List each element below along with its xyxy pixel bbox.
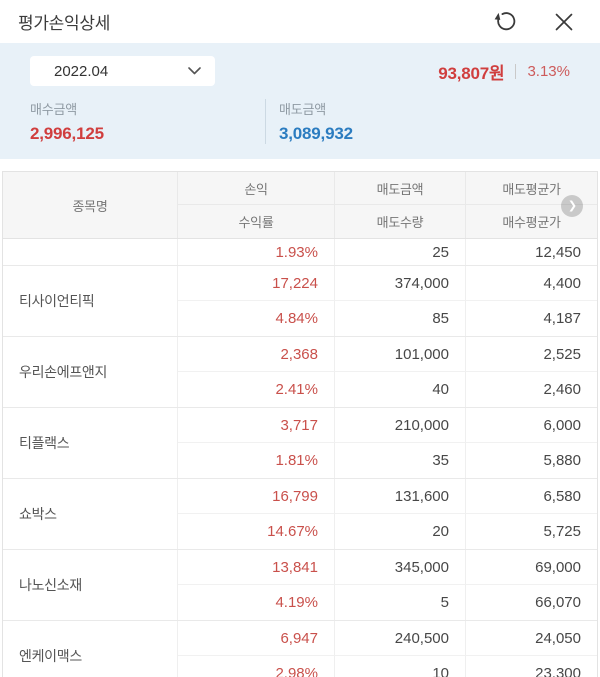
sell-amount-cell: 345,000 bbox=[335, 550, 466, 585]
buy-avg-cell: 2,460 bbox=[543, 381, 581, 398]
col-header-rate: 수익률 bbox=[178, 205, 335, 238]
stock-name: 나노신소재 bbox=[3, 550, 178, 620]
sell-qty-cell: 85 bbox=[335, 301, 466, 336]
sell-amount-cell: 240,500 bbox=[335, 621, 466, 656]
close-icon[interactable] bbox=[550, 8, 578, 36]
table-row: 쇼박스 16,799 131,600 6,580 14.67% 20 5,725 bbox=[3, 478, 597, 549]
rate-cell: 14.67% bbox=[178, 514, 335, 549]
buy-amount-label: 매수금액 bbox=[30, 102, 78, 117]
rate-cell: 4.84% bbox=[178, 301, 335, 336]
page-title: 평가손익상세 bbox=[18, 14, 111, 33]
table-row: 엔케이맥스 6,947 240,500 24,050 2.98% 10 23,3… bbox=[3, 620, 597, 677]
refresh-icon[interactable] bbox=[490, 8, 518, 36]
stock-name: 쇼박스 bbox=[3, 479, 178, 549]
period-select[interactable]: 2022.04 bbox=[30, 56, 215, 86]
rate-cell: 2.41% bbox=[178, 372, 335, 407]
table-body: 1.93% 25 12,450 티사이언티픽 17,224 374,000 4,… bbox=[3, 239, 597, 677]
col-header-buy-avg: 매수평균가 bbox=[502, 215, 561, 230]
sell-amount-cell: 210,000 bbox=[335, 408, 466, 443]
profit-cell: 3,717 bbox=[178, 408, 335, 443]
sell-qty-cell: 5 bbox=[335, 585, 466, 620]
sell-qty-cell: 35 bbox=[335, 443, 466, 478]
profit-cell: 17,224 bbox=[178, 266, 335, 301]
sell-amount-cell: 101,000 bbox=[335, 337, 466, 372]
profit-cell: 16,799 bbox=[178, 479, 335, 514]
chevron-down-icon bbox=[188, 67, 201, 75]
buy-avg-cell: 66,070 bbox=[535, 594, 581, 611]
rate-cell: 2.98% bbox=[178, 656, 335, 677]
buy-avg-cell: 4,187 bbox=[543, 310, 581, 327]
profit-cell: 2,368 bbox=[178, 337, 335, 372]
table-row: 나노신소재 13,841 345,000 69,000 4.19% 5 66,0… bbox=[3, 549, 597, 620]
chevron-right-icon[interactable]: ❯ bbox=[561, 195, 583, 217]
sell-avg-cell: 4,400 bbox=[466, 266, 597, 301]
summary-panel: 2022.04 93,807원 3.13% 매수금액 2,996,125 매도금… bbox=[0, 43, 600, 159]
sell-qty-cell: 40 bbox=[335, 372, 466, 407]
col-header-sell-amount: 매도금액 bbox=[335, 172, 466, 205]
stock-name bbox=[3, 239, 178, 265]
col-header-name: 종목명 bbox=[3, 172, 178, 238]
buy-avg-cell: 5,725 bbox=[543, 523, 581, 540]
buy-avg-cell: 12,450 bbox=[535, 243, 581, 261]
sell-qty-cell: 25 bbox=[335, 239, 466, 265]
table-row: 티사이언티픽 17,224 374,000 4,400 4.84% 85 4,1… bbox=[3, 265, 597, 336]
stock-name: 티사이언티픽 bbox=[3, 266, 178, 336]
stock-name: 티플랙스 bbox=[3, 408, 178, 478]
sell-avg-cell: 24,050 bbox=[466, 621, 597, 656]
sell-amount-block: 매도금액 3,089,932 bbox=[265, 99, 570, 144]
profit-cell: 13,841 bbox=[178, 550, 335, 585]
sell-avg-cell: 6,000 bbox=[466, 408, 597, 443]
table-header: 종목명 손익 매도금액 매도평균가 수익률 매도수량 매수평균가 bbox=[3, 172, 597, 239]
sell-avg-cell: 69,000 bbox=[466, 550, 597, 585]
rate-cell: 1.93% bbox=[178, 239, 335, 265]
stock-name: 엔케이맥스 bbox=[3, 621, 178, 677]
profit-cell: 6,947 bbox=[178, 621, 335, 656]
rate-cell: 4.19% bbox=[178, 585, 335, 620]
buy-amount-value: 2,996,125 bbox=[30, 124, 104, 143]
rate-cell: 1.81% bbox=[178, 443, 335, 478]
sell-avg-cell: 2,525 bbox=[466, 337, 597, 372]
divider bbox=[515, 63, 517, 79]
sell-amount-cell: 374,000 bbox=[335, 266, 466, 301]
col-header-sell-avg: 매도평균가 bbox=[466, 172, 597, 205]
sell-qty-cell: 20 bbox=[335, 514, 466, 549]
sell-amount-value: 3,089,932 bbox=[279, 124, 353, 143]
col-header-profit: 손익 bbox=[178, 172, 335, 205]
total-rate: 3.13% bbox=[527, 62, 570, 80]
table-row: 티플랙스 3,717 210,000 6,000 1.81% 35 5,880 bbox=[3, 407, 597, 478]
table-row-partial: 1.93% 25 12,450 bbox=[3, 239, 597, 265]
buy-avg-cell: 23,300 bbox=[535, 665, 581, 677]
sell-avg-cell: 6,580 bbox=[466, 479, 597, 514]
titlebar-actions bbox=[490, 8, 578, 36]
titlebar: 평가손익상세 bbox=[0, 0, 600, 43]
sell-amount-cell: 131,600 bbox=[335, 479, 466, 514]
sell-qty-cell: 10 bbox=[335, 656, 466, 677]
col-header-sell-qty: 매도수량 bbox=[335, 205, 466, 238]
period-value: 2022.04 bbox=[54, 62, 109, 80]
total-profit-group: 93,807원 3.13% bbox=[438, 59, 570, 84]
buy-avg-cell: 5,880 bbox=[543, 452, 581, 469]
total-profit: 93,807원 bbox=[438, 63, 505, 83]
sell-amount-label: 매도금액 bbox=[279, 102, 327, 117]
table-row: 우리손에프앤지 2,368 101,000 2,525 2.41% 40 2,4… bbox=[3, 336, 597, 407]
buy-amount-block: 매수금액 2,996,125 bbox=[30, 99, 265, 144]
stock-name: 우리손에프앤지 bbox=[3, 337, 178, 407]
pnl-table: 종목명 손익 매도금액 매도평균가 수익률 매도수량 매수평균가 ❯ 1.93%… bbox=[2, 171, 598, 677]
